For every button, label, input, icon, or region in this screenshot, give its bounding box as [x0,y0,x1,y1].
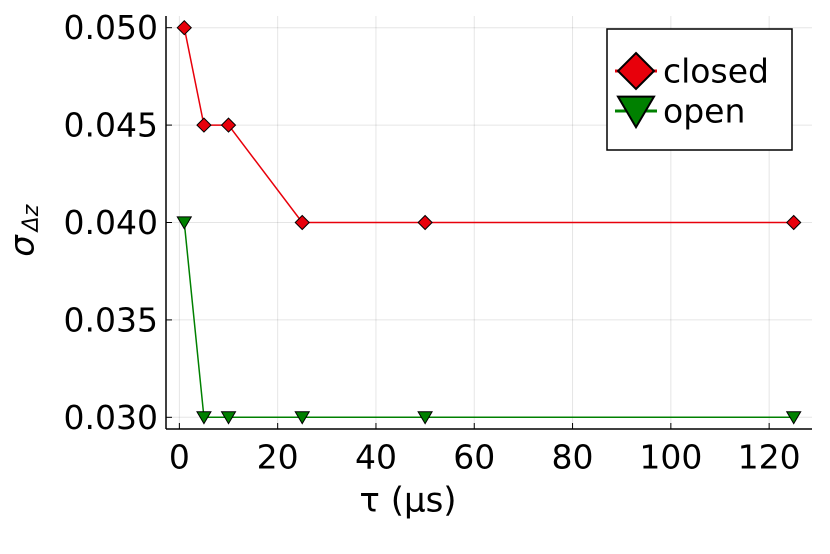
marker [196,411,212,425]
x-tick-label: 40 [355,438,397,477]
marker [294,411,311,425]
x-tick-label: 0 [169,438,190,477]
legend-box [606,28,793,151]
marker [785,411,802,425]
x-tick-label: 120 [738,438,801,477]
marker [786,214,802,231]
y-tick-label: 0.040 [64,203,158,242]
marker [176,216,193,230]
marker [196,117,212,133]
series-line [183,222,794,419]
marker [417,411,433,425]
y-tick-label: 0.030 [64,398,158,437]
marker [176,19,192,36]
marker [417,214,433,231]
x-tick-label: 20 [257,438,299,477]
x-tick-label: 100 [639,438,702,477]
legend-label: open [663,92,745,131]
x-axis-label: τ (μs) [359,481,456,521]
x-tick-label: 60 [453,438,495,477]
x-tick-label: 80 [552,438,594,477]
y-tick-label: 0.045 [64,106,158,145]
y-tick-label: 0.050 [64,8,158,47]
y-tick-label: 0.035 [64,300,158,339]
marker [616,51,656,91]
marker [616,95,656,130]
legend-label: closed [663,52,769,91]
marker [220,117,237,133]
series-line [183,27,794,224]
y-axis-label-subscript: Δz [19,204,44,233]
marker [220,411,237,425]
y-axis-label: σ [3,234,43,257]
marker [294,214,310,231]
